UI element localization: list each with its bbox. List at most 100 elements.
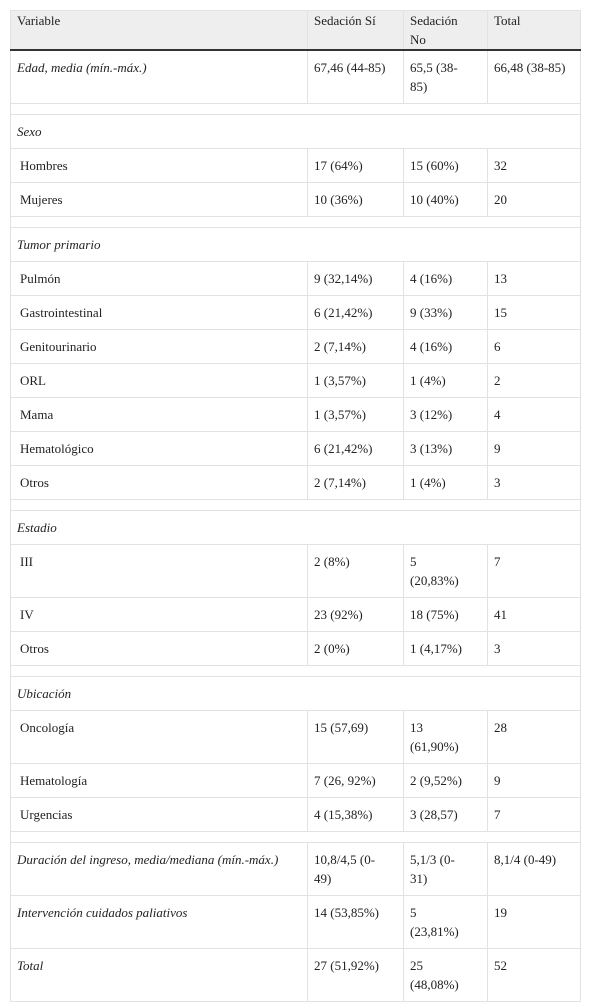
data-row: Otros 2 (0%) 1 (4,17%) 3 <box>10 631 581 666</box>
cell: 66,48 (38-85) <box>487 49 581 104</box>
cell: 18 (75%) <box>403 597 488 632</box>
cell: 1 (3,57%) <box>307 363 404 398</box>
cell: 4 <box>487 397 581 432</box>
row-label: Edad, media (mín.-máx.) <box>10 49 308 104</box>
data-row: Hematológico 6 (21,42%) 3 (13%) 9 <box>10 431 581 466</box>
header-cell: Total <box>487 10 581 51</box>
cell: 5 (20,83%) <box>403 544 488 598</box>
cell: 15 (57,69) <box>307 710 404 764</box>
data-row: Hombres 17 (64%) 15 (60%) 32 <box>10 148 581 183</box>
data-row: Mujeres 10 (36%) 10 (40%) 20 <box>10 182 581 217</box>
spacer-row <box>10 103 581 115</box>
data-row: Urgencias 4 (15,38%) 3 (28,57) 7 <box>10 797 581 832</box>
cell: 9 <box>487 763 581 798</box>
row-label: Hematología <box>10 763 308 798</box>
data-row: Hematología 7 (26, 92%) 2 (9,52%) 9 <box>10 763 581 798</box>
cell: 4 (16%) <box>403 261 488 296</box>
spacer-row <box>10 665 581 677</box>
data-row: Edad, media (mín.-máx.) 67,46 (44-85) 65,5… <box>10 49 581 104</box>
cell: 9 <box>487 431 581 466</box>
cell: 17 (64%) <box>307 148 404 183</box>
data-row: Mama 1 (3,57%) 3 (12%) 4 <box>10 397 581 432</box>
cell: 6 <box>487 329 581 364</box>
cell: 6 (21,42%) <box>307 295 404 330</box>
cell: 3 <box>487 465 581 500</box>
spacer-cell <box>10 103 581 115</box>
cell: 14 (53,85%) <box>307 895 404 949</box>
cell: 2 (9,52%) <box>403 763 488 798</box>
cell: 2 (8%) <box>307 544 404 598</box>
row-label: Intervención cuidados paliativos <box>10 895 308 949</box>
group-heading-row: Tumor primario <box>10 227 581 262</box>
cell: 2 (7,14%) <box>307 329 404 364</box>
cell: 67,46 (44-85) <box>307 49 404 104</box>
cell: 20 <box>487 182 581 217</box>
group-heading: Estadio <box>10 510 581 545</box>
data-row: ORL 1 (3,57%) 1 (4%) 2 <box>10 363 581 398</box>
header-row: Variable Sedación Sí Sedación No Total <box>10 10 581 51</box>
header-cell: Sedación Sí <box>307 10 404 51</box>
data-row: Otros 2 (7,14%) 1 (4%) 3 <box>10 465 581 500</box>
row-label: III <box>10 544 308 598</box>
cell: 10 (36%) <box>307 182 404 217</box>
data-row: III 2 (8%) 5 (20,83%) 7 <box>10 544 581 598</box>
cell: 10 (40%) <box>403 182 488 217</box>
spacer-row <box>10 831 581 843</box>
data-row: IV 23 (92%) 18 (75%) 41 <box>10 597 581 632</box>
cell: 1 (4%) <box>403 465 488 500</box>
data-row: Gastrointestinal 6 (21,42%) 9 (33%) 15 <box>10 295 581 330</box>
cell: 23 (92%) <box>307 597 404 632</box>
cell: 4 (15,38%) <box>307 797 404 832</box>
row-label: Otros <box>10 631 308 666</box>
row-label: Mujeres <box>10 182 308 217</box>
cell: 3 (12%) <box>403 397 488 432</box>
row-label: IV <box>10 597 308 632</box>
data-row: Pulmón 9 (32,14%) 4 (16%) 13 <box>10 261 581 296</box>
row-label: Gastrointestinal <box>10 295 308 330</box>
cell: 3 (28,57) <box>403 797 488 832</box>
spacer-cell <box>10 216 581 228</box>
cell: 3 (13%) <box>403 431 488 466</box>
cell: 2 <box>487 363 581 398</box>
page: Variable Sedación Sí Sedación No Total Edad… <box>10 10 581 1002</box>
row-label: Urgencias <box>10 797 308 832</box>
cell: 27 (51,92%) <box>307 948 404 1002</box>
data-row: Intervención cuidados paliativos 14 (53,8… <box>10 895 581 949</box>
row-label: Duración del ingreso, media/mediana (mín… <box>10 842 308 896</box>
cell: 8,1/4 (0-49) <box>487 842 581 896</box>
row-label: Hematológico <box>10 431 308 466</box>
cell: 13 (61,90%) <box>403 710 488 764</box>
cell: 41 <box>487 597 581 632</box>
cell: 9 (33%) <box>403 295 488 330</box>
cell: 9 (32,14%) <box>307 261 404 296</box>
cell: 1 (4,17%) <box>403 631 488 666</box>
data-row: Genitourinario 2 (7,14%) 4 (16%) 6 <box>10 329 581 364</box>
cell: 13 <box>487 261 581 296</box>
cell: 15 <box>487 295 581 330</box>
cell: 25 (48,08%) <box>403 948 488 1002</box>
spacer-row <box>10 216 581 228</box>
cell: 7 <box>487 797 581 832</box>
row-label: Hombres <box>10 148 308 183</box>
cell: 32 <box>487 148 581 183</box>
cell: 5,1/3 (0-31) <box>403 842 488 896</box>
cell: 4 (16%) <box>403 329 488 364</box>
cell: 19 <box>487 895 581 949</box>
cell: 65,5 (38-85) <box>403 49 488 104</box>
group-heading-row: Sexo <box>10 114 581 149</box>
row-label: Genitourinario <box>10 329 308 364</box>
group-heading: Ubicación <box>10 676 581 711</box>
cell: 6 (21,42%) <box>307 431 404 466</box>
cell: 28 <box>487 710 581 764</box>
cell: 2 (0%) <box>307 631 404 666</box>
group-heading: Tumor primario <box>10 227 581 262</box>
cell: 5 (23,81%) <box>403 895 488 949</box>
cell: 10,8/4,5 (0-49) <box>307 842 404 896</box>
cell: 1 (3,57%) <box>307 397 404 432</box>
row-label: Mama <box>10 397 308 432</box>
group-heading-row: Estadio <box>10 510 581 545</box>
cell: 3 <box>487 631 581 666</box>
cell: 7 (26, 92%) <box>307 763 404 798</box>
row-label: Oncología <box>10 710 308 764</box>
spacer-cell <box>10 499 581 511</box>
